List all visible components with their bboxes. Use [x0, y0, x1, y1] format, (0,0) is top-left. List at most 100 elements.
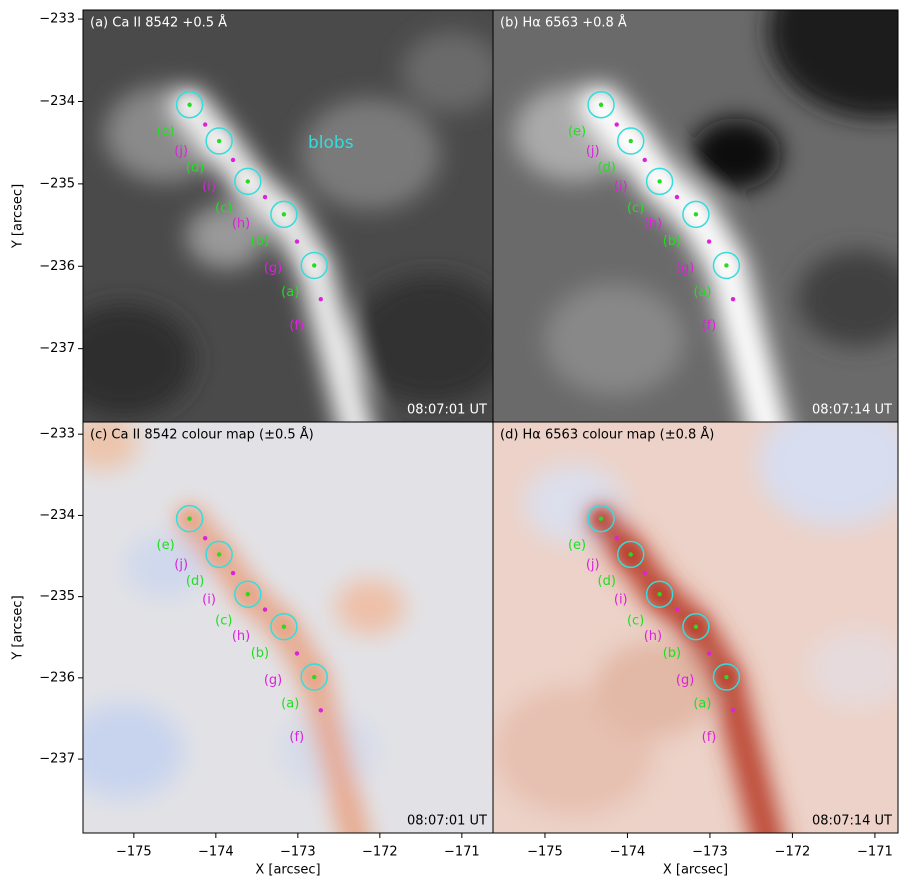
marker-label: (c): [627, 201, 644, 216]
marker-label: (e): [568, 538, 586, 553]
image-feature: [125, 533, 205, 598]
x-tick-label: −173: [692, 845, 728, 860]
blob-contour: [270, 612, 298, 641]
image-feature: [767, 10, 898, 119]
marker-dot: [312, 674, 317, 680]
marker-label: (c): [215, 201, 232, 216]
panel-title: (a) Ca II 8542 +0.5 Å: [90, 15, 227, 31]
y-tick-label: −236: [39, 259, 75, 274]
marker-dot: [202, 535, 208, 541]
marker-dot: [318, 708, 323, 713]
marker-label: (e): [568, 124, 586, 139]
marker-label: (d): [598, 161, 616, 176]
panel: [83, 422, 493, 833]
y-tick-label: −233: [39, 12, 75, 27]
marker-label: (d): [186, 161, 204, 176]
image-feature: [797, 250, 898, 347]
marker-dot: [614, 122, 619, 127]
marker-label: (g): [676, 261, 694, 276]
blob-contour: [616, 127, 645, 155]
marker-dot: [724, 263, 729, 268]
blob-contour: [270, 200, 298, 229]
marker-label: (f): [289, 319, 304, 334]
y-tick-label: −237: [39, 752, 75, 767]
image-feature: [300, 98, 440, 211]
image-feature: [83, 422, 139, 471]
marker-label: (b): [663, 646, 681, 661]
blob-contour: [205, 127, 233, 155]
marker-label: (a): [281, 285, 299, 300]
image-feature: [402, 31, 493, 112]
marker-dot: [216, 552, 222, 557]
marker-label: (g): [264, 673, 282, 688]
blob-contour: [234, 580, 262, 608]
marker-label: (h): [644, 629, 662, 644]
marker-dot: [598, 516, 604, 521]
marker-dot: [706, 239, 712, 244]
marker-dot: [318, 297, 323, 302]
timestamp: 08:07:01 UT: [407, 403, 487, 418]
blob-contour: [712, 663, 741, 691]
marker-dot: [674, 194, 680, 200]
blob-contour: [616, 540, 645, 569]
x-tick-label: −171: [857, 845, 893, 860]
y-tick-label: −233: [39, 427, 75, 442]
marker-label: (d): [598, 574, 616, 589]
marker-label: (e): [157, 538, 175, 553]
blob-contour: [587, 504, 615, 533]
marker-dot: [730, 708, 736, 713]
marker-label: (e): [157, 124, 175, 139]
marker-label: (a): [281, 697, 299, 712]
y-tick-label: −237: [39, 341, 75, 356]
marker-label: (i): [614, 179, 628, 194]
marker-dot: [294, 651, 300, 656]
marker-dot: [628, 552, 633, 557]
image-feature: [691, 118, 781, 191]
panel-title: (b) Hα 6563 +0.8 Å: [500, 15, 627, 31]
y-tick-label: −236: [39, 670, 75, 685]
x-tick-label: −174: [198, 845, 234, 860]
marker-label: (d): [186, 574, 204, 589]
marker-label: (a): [693, 285, 711, 300]
marker-dot: [187, 102, 192, 107]
panel: [493, 10, 898, 422]
marker-dot: [693, 624, 699, 629]
timestamp: 08:07:14 UT: [812, 403, 892, 418]
marker-dot: [730, 297, 736, 302]
marker-label: (h): [644, 217, 662, 232]
x-tick-label: −172: [775, 845, 811, 860]
panel-frame: [492, 421, 899, 834]
x-tick-label: −171: [444, 845, 480, 860]
marker-label: (c): [215, 614, 232, 629]
marker-label: (i): [614, 593, 628, 608]
y-tick-label: −235: [39, 176, 75, 191]
marker-dot: [245, 179, 251, 184]
marker-dot: [281, 624, 287, 629]
blob-contour: [300, 251, 328, 280]
y-axis-label: Y [arcsec]: [11, 595, 26, 660]
marker-label: (a): [693, 697, 711, 712]
marker-dot: [262, 607, 268, 612]
marker-dot: [614, 535, 619, 541]
marker-dot: [657, 179, 662, 184]
marker-dot: [693, 212, 699, 217]
marker-dot: [187, 516, 192, 521]
marker-dot: [642, 570, 647, 576]
timestamp: 08:07:14 UT: [812, 814, 892, 829]
image-feature: [335, 578, 405, 635]
image-feature: [595, 641, 715, 738]
marker-dot: [216, 138, 222, 144]
panel-title: (c) Ca II 8542 colour map (±0.5 Å): [90, 427, 314, 443]
blob-contour: [682, 200, 710, 229]
marker-dot: [628, 138, 633, 144]
marker-label: (f): [289, 730, 304, 745]
marker-dot: [294, 239, 300, 244]
marker-dot: [724, 674, 729, 680]
y-tick-label: −234: [39, 94, 75, 109]
image-feature: [83, 304, 194, 417]
panel-title: (d) Hα 6563 colour map (±0.8 Å): [500, 427, 714, 443]
marker-label: (h): [232, 629, 250, 644]
y-tick-label: −235: [39, 589, 75, 604]
marker-label: (f): [702, 319, 717, 334]
marker-dot: [245, 591, 251, 597]
